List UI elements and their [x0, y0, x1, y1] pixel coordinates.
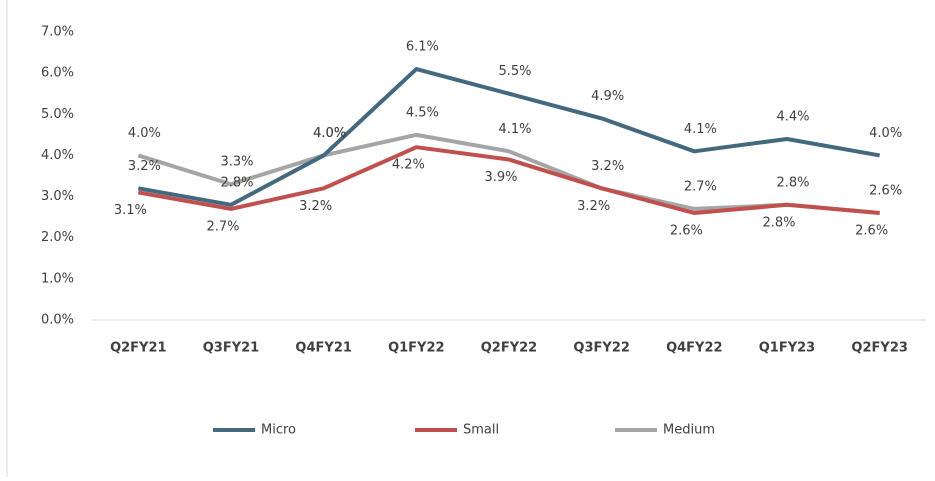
- x-tick-label: Q3FY21: [203, 341, 259, 356]
- data-label: 3.1%: [114, 203, 147, 218]
- y-tick-label: 3.0%: [41, 189, 74, 204]
- data-label: 4.2%: [392, 158, 425, 173]
- data-label: 3.9%: [484, 170, 517, 185]
- data-label: 3.2%: [591, 159, 624, 174]
- data-label: 2.7%: [206, 219, 239, 234]
- y-tick-label: 7.0%: [41, 25, 74, 40]
- series-line: [137, 67, 881, 207]
- y-tick-label: 4.0%: [41, 148, 74, 163]
- data-label: 4.0%: [869, 126, 902, 141]
- data-label: 2.8%: [220, 175, 253, 190]
- y-tick-label: 0.0%: [41, 313, 74, 328]
- x-tick-label: Q2FY23: [851, 341, 907, 356]
- data-label: 2.6%: [869, 184, 902, 199]
- data-label: 5.5%: [498, 64, 531, 79]
- legend-label: Medium: [663, 423, 715, 438]
- x-tick-label: Q4FY22: [666, 341, 722, 356]
- y-tick-label: 5.0%: [41, 107, 74, 122]
- data-label: 4.4%: [776, 109, 809, 124]
- data-label: 2.7%: [684, 179, 717, 194]
- x-tick-label: Q2FY22: [481, 341, 537, 356]
- legend-label: Small: [463, 423, 499, 438]
- x-tick-label: Q1FY23: [759, 341, 815, 356]
- data-label: 4.0%: [313, 126, 346, 141]
- data-label: 6.1%: [406, 40, 439, 55]
- data-label: 2.6%: [855, 224, 888, 239]
- data-label: 4.9%: [591, 89, 624, 104]
- data-label: 3.2%: [299, 199, 332, 214]
- data-label: 4.1%: [498, 122, 531, 137]
- series-line: [137, 145, 880, 216]
- data-label: 3.2%: [128, 159, 161, 174]
- x-tick-label: Q1FY22: [388, 341, 444, 356]
- data-label: 2.6%: [670, 224, 703, 239]
- data-label: 3.2%: [577, 199, 610, 214]
- y-tick-label: 2.0%: [41, 230, 74, 245]
- data-label: 2.8%: [776, 175, 809, 190]
- data-label: 4.0%: [313, 126, 346, 141]
- data-label: 4.1%: [684, 122, 717, 137]
- data-label: 2.8%: [762, 215, 795, 230]
- y-tick-label: 1.0%: [41, 271, 74, 286]
- y-tick-label: 6.0%: [41, 66, 74, 81]
- x-tick-label: Q3FY22: [573, 341, 629, 356]
- data-label: 4.5%: [406, 105, 439, 120]
- data-label: 3.3%: [220, 155, 253, 170]
- legend-label: Micro: [261, 423, 296, 438]
- x-tick-label: Q4FY21: [295, 341, 351, 356]
- x-tick-label: Q2FY21: [110, 341, 166, 356]
- data-label: 4.0%: [128, 126, 161, 141]
